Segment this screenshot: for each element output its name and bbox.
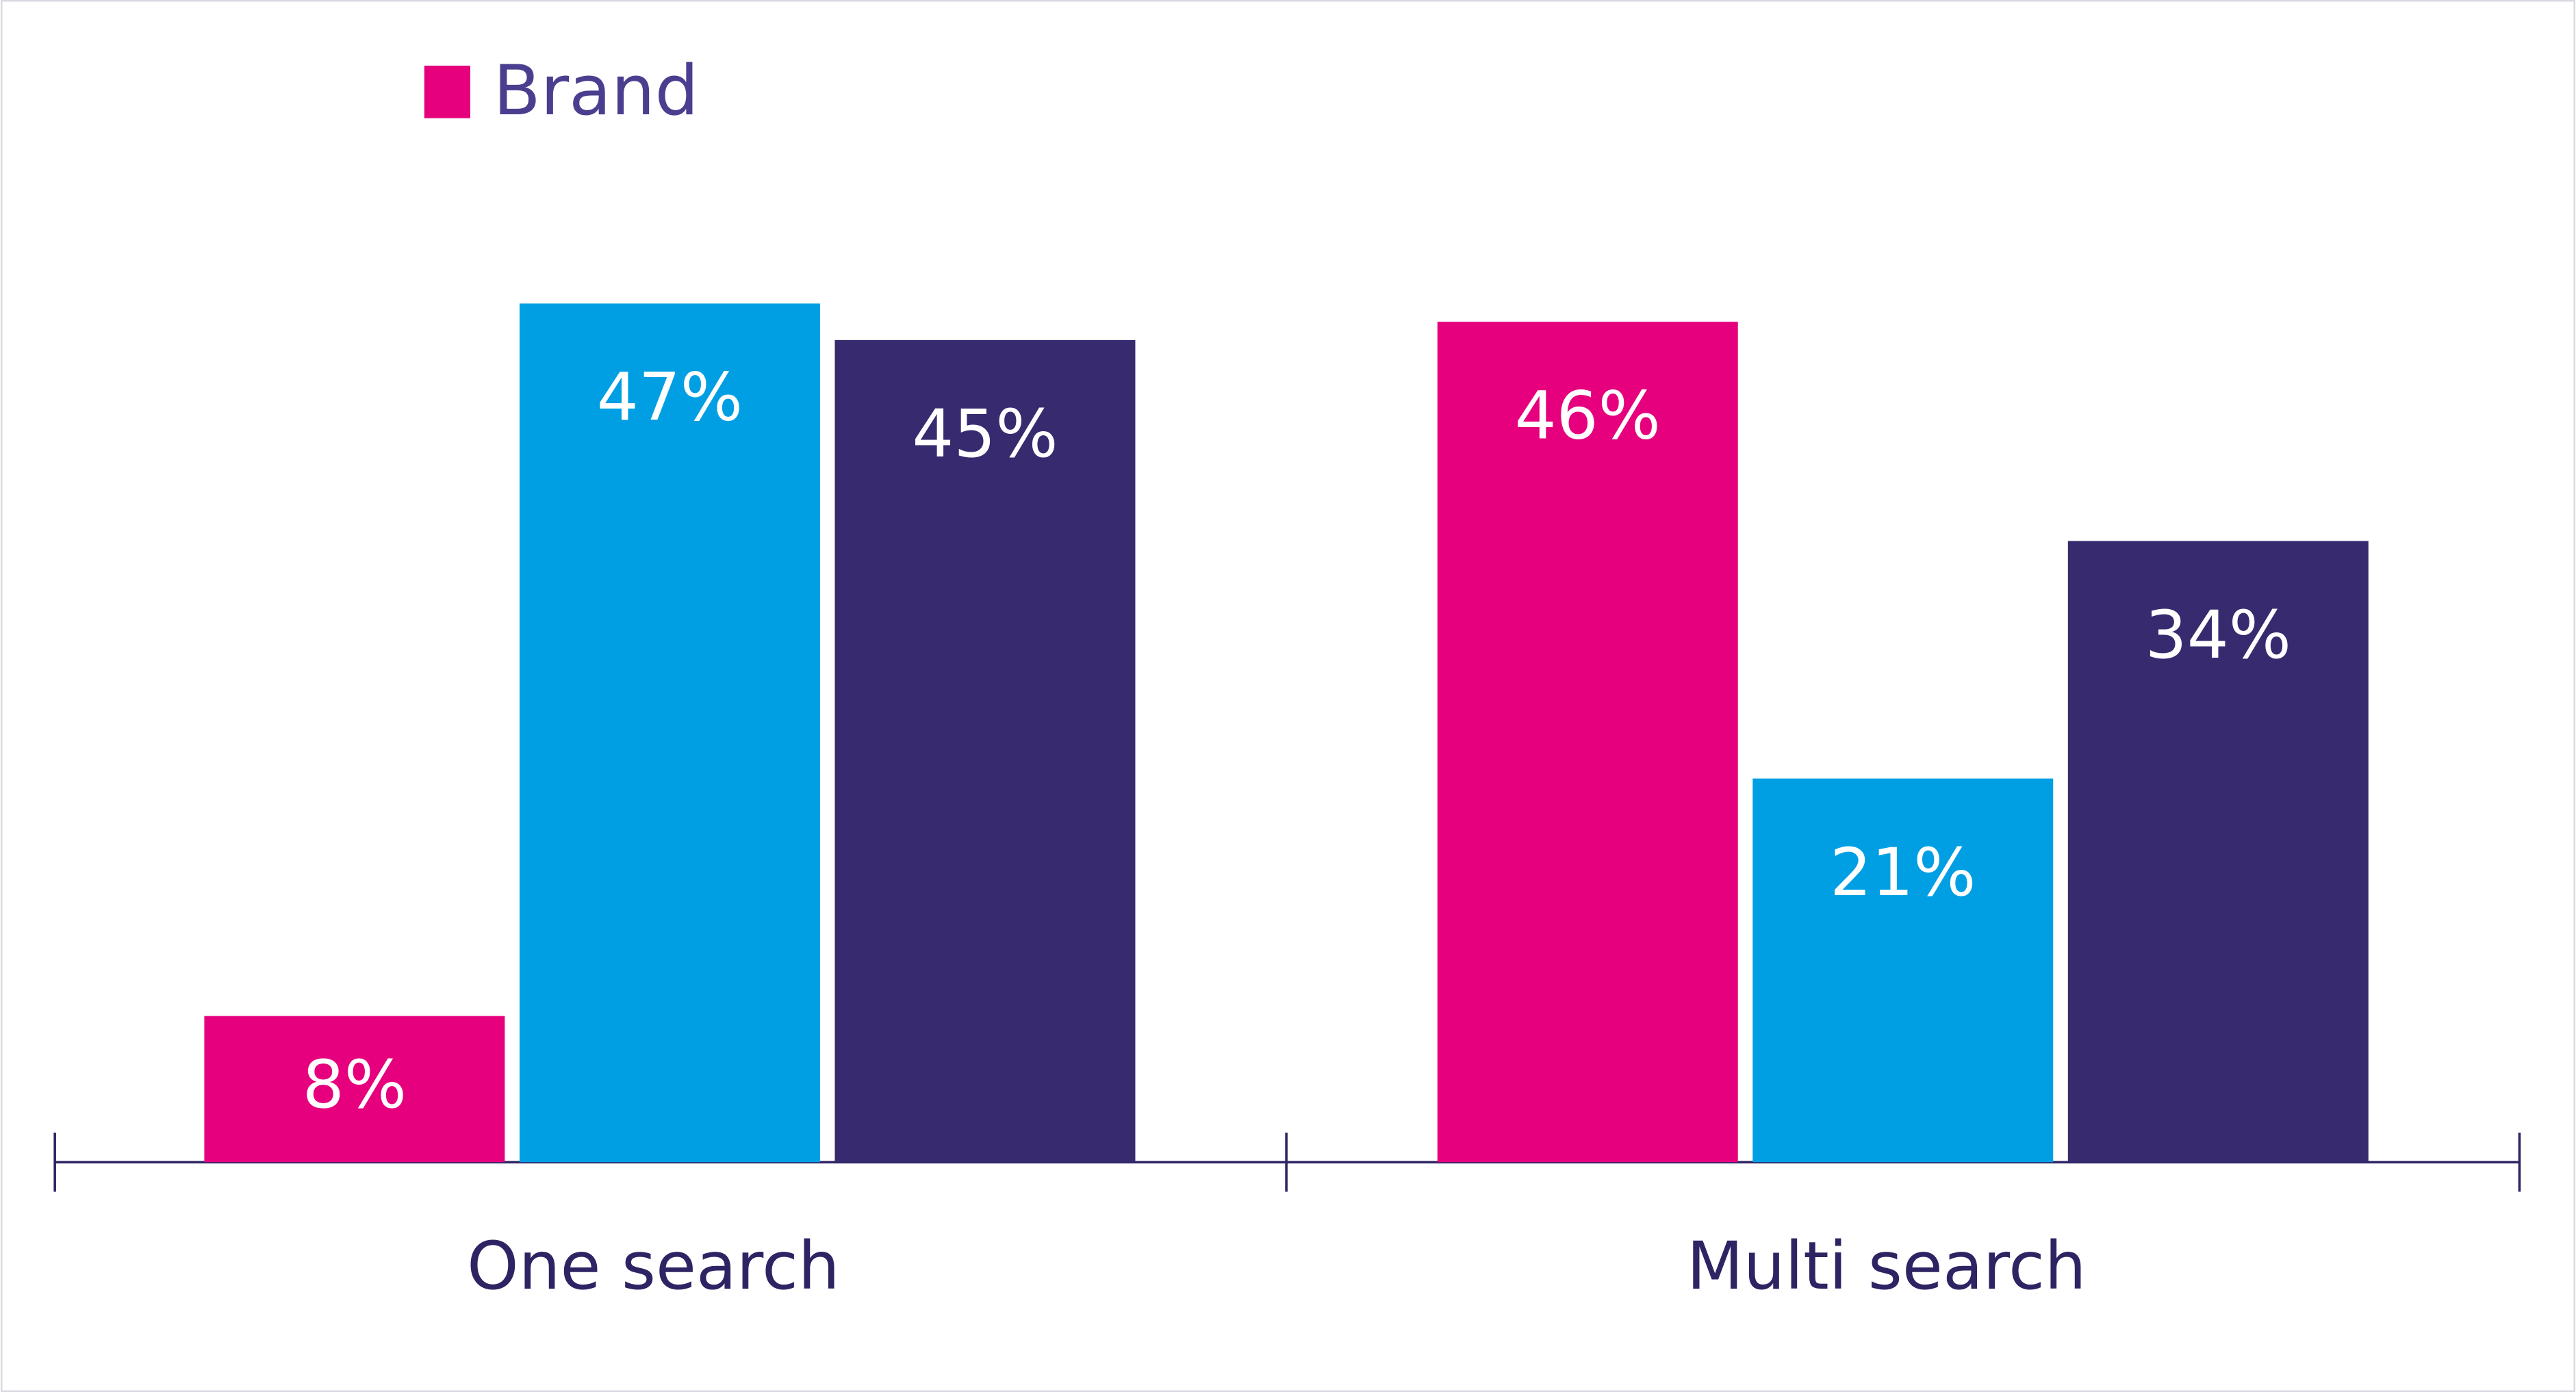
bar bbox=[1752, 778, 2054, 1163]
bar bbox=[834, 339, 1136, 1163]
value-label: 47% bbox=[597, 359, 743, 436]
x-tick-label: Multi search bbox=[1687, 1228, 2087, 1304]
value-label: 8% bbox=[303, 1046, 407, 1123]
value-label: 46% bbox=[1515, 377, 1661, 454]
value-label: 21% bbox=[1830, 834, 1976, 911]
legend-label: Brand bbox=[494, 50, 699, 131]
legend-swatch bbox=[424, 65, 471, 118]
bar bbox=[2067, 541, 2369, 1163]
bar bbox=[204, 1016, 505, 1163]
value-label: 45% bbox=[912, 396, 1058, 472]
value-label: 34% bbox=[2145, 597, 2291, 673]
bar bbox=[1437, 322, 1738, 1163]
x-tick-label: One search bbox=[467, 1228, 840, 1304]
bar bbox=[519, 303, 820, 1163]
